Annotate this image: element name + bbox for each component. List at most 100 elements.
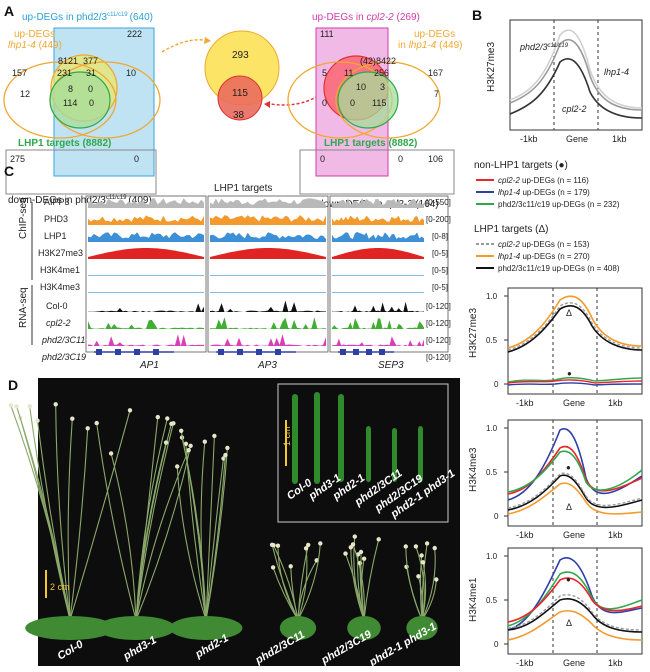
plant-flower — [432, 545, 437, 551]
plant-stem — [363, 539, 380, 621]
track-signal — [88, 248, 204, 259]
profile-3-dot: ● — [566, 575, 571, 584]
profile-3-tick: 1kb — [608, 658, 623, 668]
track-signal — [88, 198, 204, 208]
venn-right-lhp-targets — [337, 71, 399, 129]
gene-exon — [218, 349, 224, 355]
track-signal — [210, 232, 326, 242]
profile-3-orange — [507, 609, 643, 641]
profile-2-black — [507, 474, 643, 511]
track-range: [0-5] — [432, 249, 448, 258]
panel-c-tracks: ChIP-seq RNA-seq AIPP3 PHD3 LHP1 H3K27me… — [18, 195, 451, 371]
plant-flower — [424, 541, 430, 546]
track-signal — [88, 334, 204, 346]
plant-flower — [179, 428, 184, 433]
main-scale-label: 2 cm — [50, 582, 70, 592]
track-signal — [332, 198, 424, 208]
venn-right-top-label: up-DEGs in cpl2-2 (269) — [312, 12, 420, 23]
plant-flower — [306, 542, 311, 548]
profile-3-frame — [507, 547, 643, 655]
venn-left-n: 231 — [57, 68, 72, 78]
panel-label-a: A — [4, 3, 14, 19]
plant-flower — [343, 551, 348, 556]
track-name: AIPP3 — [44, 197, 70, 207]
plant-flower — [94, 420, 99, 426]
venn-left-bottom-label: down-DEGs in phd2/3c11/c19 (409) — [8, 195, 152, 206]
track-signal — [210, 215, 326, 225]
profile-1-grey — [507, 302, 643, 351]
plant-stem — [180, 430, 207, 621]
plant-stem — [135, 418, 168, 621]
track-range: [0-5] — [432, 266, 448, 275]
legend-lhp-title: LHP1 targets (Δ) — [474, 224, 548, 235]
profile-1-tick: Gene — [563, 398, 585, 408]
venn-left-n: 0 — [88, 84, 93, 94]
plant-stem — [421, 562, 427, 621]
plant-flower — [434, 577, 439, 582]
plant-flower — [348, 545, 353, 550]
plant-flower — [416, 574, 421, 579]
plant-flower — [85, 426, 90, 431]
venn-left-box-down — [5, 149, 157, 195]
track-signal — [88, 319, 204, 329]
plant-rosette — [169, 616, 243, 640]
gene-exon — [256, 349, 262, 355]
track-name: H3K27me3 — [38, 248, 83, 258]
track-range: [0-8] — [432, 232, 448, 241]
ytick-label: 0 — [494, 380, 499, 389]
profile-2-tri: Δ — [566, 502, 572, 512]
panel-b-label-lhp: lhp1-4 — [604, 67, 629, 77]
plant-stem — [96, 423, 137, 621]
inset-scale-label: 1 cm — [282, 426, 292, 446]
chipseq-group-label: ChIP-seq — [18, 197, 29, 239]
profile-3-tick: Gene — [563, 658, 585, 668]
track-name: phd2/3C11 — [41, 335, 85, 345]
panel-b-plot: H3K27me3 phd2/3c11/c19 lhp1-4 cpl2-2 -1k… — [486, 19, 643, 144]
panel-b-line-mid — [509, 38, 643, 111]
profile-2-blue — [507, 428, 643, 501]
plant-flower — [202, 439, 207, 444]
venn-left: up-DEGs in phd2/3c11/c19 (640) up-DEGs lh… — [3, 12, 161, 206]
panel-label-c: C — [4, 163, 14, 179]
plant-flower — [269, 542, 275, 547]
plant-stem — [421, 548, 436, 621]
venn-left-ellipse-orange — [3, 61, 117, 139]
plant-stem — [350, 547, 365, 621]
panel-b-tick: 1kb — [612, 134, 627, 144]
plant-flower — [376, 537, 381, 542]
venn-right-ellipse-orange — [335, 61, 441, 139]
plant-stem — [205, 455, 226, 621]
ytick-label: 1.0 — [486, 292, 498, 301]
venn-right-box-down — [299, 149, 455, 195]
track-signal — [332, 232, 424, 242]
gene-exon — [379, 349, 385, 355]
plant-flower — [223, 452, 228, 458]
track-signal — [210, 317, 326, 329]
plant-stem — [297, 543, 321, 621]
plant-flower — [318, 541, 323, 546]
venn-center-circle-b — [217, 75, 263, 121]
profile-3-tick: -1kb — [516, 658, 534, 668]
legend-non-item-3: phd2/3c11/c19 up-DEGs (n = 232) — [498, 200, 620, 209]
venn-left-n: 275 — [10, 154, 25, 164]
ytick-label: 1.0 — [486, 424, 498, 433]
plant-flower — [163, 440, 169, 445]
plant-flower — [357, 560, 363, 566]
plant-flower — [420, 560, 426, 565]
legend: non-LHP1 targets (●) cpl2-2 up-DEGs (n =… — [474, 160, 620, 273]
track-range: [0-120] — [426, 302, 451, 311]
legend-non-title: non-LHP1 targets (●) — [474, 160, 568, 171]
track-name: Col-0 — [46, 301, 68, 311]
profile-2-orange — [507, 482, 643, 515]
panel-b-tick: Gene — [566, 134, 588, 144]
track-signal — [210, 275, 326, 276]
ytick-label: 1.0 — [486, 552, 498, 561]
track-signal — [88, 232, 204, 242]
rnaseq-group-label: RNA-seq — [18, 287, 29, 328]
venn-left-top-label: up-DEGs in phd2/3c11/c19 (640) — [22, 12, 153, 23]
plant-flower — [358, 549, 364, 555]
venn-center-n: 38 — [233, 110, 245, 121]
profile-1-red — [507, 379, 643, 384]
venn-center: 293 115 38 — [161, 30, 319, 121]
profile-1-frame — [507, 287, 643, 395]
